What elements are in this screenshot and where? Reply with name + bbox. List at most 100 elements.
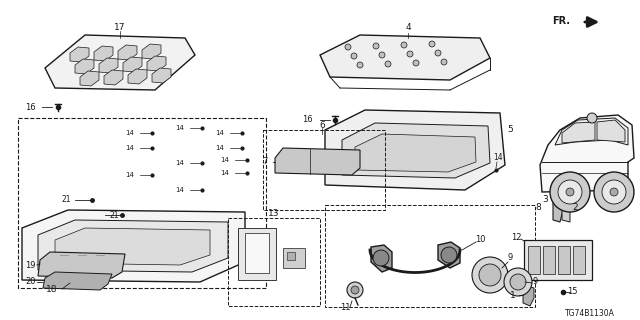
Text: 2: 2 (572, 203, 578, 212)
Circle shape (558, 180, 582, 204)
Text: 14: 14 (216, 145, 225, 151)
Text: 5: 5 (507, 125, 513, 134)
Text: 9: 9 (508, 253, 513, 262)
Polygon shape (70, 47, 89, 62)
Text: 18: 18 (46, 285, 58, 294)
Bar (573, 246, 585, 274)
Text: 14: 14 (493, 154, 503, 163)
Bar (283, 248, 305, 268)
Circle shape (347, 282, 363, 298)
Text: 6: 6 (319, 121, 325, 130)
Circle shape (504, 268, 532, 296)
Text: 20: 20 (25, 277, 35, 286)
Bar (263, 130, 385, 210)
Polygon shape (128, 69, 147, 84)
Circle shape (472, 257, 508, 293)
Polygon shape (22, 210, 245, 282)
Text: 14: 14 (221, 170, 229, 176)
Text: 14: 14 (175, 187, 184, 193)
Circle shape (379, 52, 385, 58)
Polygon shape (320, 35, 490, 80)
Text: 14: 14 (125, 172, 134, 178)
Text: 17: 17 (115, 23, 125, 33)
Circle shape (401, 42, 407, 48)
Circle shape (594, 172, 634, 212)
Polygon shape (123, 57, 142, 72)
Circle shape (385, 61, 391, 67)
Circle shape (441, 247, 457, 263)
Text: 21: 21 (110, 211, 120, 220)
Text: 8: 8 (535, 204, 541, 212)
Polygon shape (523, 286, 534, 306)
Circle shape (429, 41, 435, 47)
Text: 14: 14 (125, 130, 134, 136)
Circle shape (510, 274, 526, 290)
Polygon shape (99, 58, 118, 73)
Polygon shape (325, 110, 505, 190)
Circle shape (435, 50, 441, 56)
Text: 15: 15 (567, 287, 577, 297)
Text: FR.: FR. (552, 16, 570, 26)
Polygon shape (555, 118, 628, 145)
Polygon shape (438, 242, 460, 268)
Circle shape (357, 62, 363, 68)
Text: 13: 13 (268, 209, 280, 218)
Bar (238, 228, 276, 280)
Bar (558, 246, 570, 274)
Circle shape (479, 264, 501, 286)
Text: 14: 14 (175, 125, 184, 131)
Bar (524, 240, 592, 280)
Bar (325, 205, 535, 307)
Text: 16: 16 (25, 102, 35, 111)
Circle shape (345, 44, 351, 50)
Text: 19: 19 (25, 260, 35, 269)
Polygon shape (55, 228, 210, 265)
Bar (528, 246, 540, 274)
Circle shape (602, 180, 626, 204)
Circle shape (441, 59, 447, 65)
Circle shape (373, 43, 379, 49)
Polygon shape (104, 70, 123, 85)
Circle shape (566, 188, 574, 196)
Bar (543, 246, 555, 274)
Text: 14: 14 (221, 157, 229, 163)
Text: 21: 21 (62, 196, 72, 204)
Polygon shape (553, 196, 563, 222)
Text: 7: 7 (262, 157, 268, 166)
Polygon shape (118, 45, 137, 60)
Polygon shape (142, 44, 161, 59)
Circle shape (587, 113, 597, 123)
Polygon shape (147, 56, 166, 71)
Text: 10: 10 (475, 236, 485, 244)
Circle shape (550, 172, 590, 212)
Circle shape (351, 53, 357, 59)
Text: 3: 3 (542, 196, 548, 204)
Bar (245, 233, 269, 273)
Polygon shape (38, 220, 228, 272)
Polygon shape (371, 245, 392, 272)
Text: 12: 12 (511, 233, 521, 242)
Polygon shape (94, 46, 113, 61)
Polygon shape (152, 68, 171, 83)
Polygon shape (38, 252, 125, 278)
Circle shape (610, 188, 618, 196)
Polygon shape (45, 35, 195, 90)
Text: 4: 4 (405, 23, 411, 33)
Text: 14: 14 (175, 160, 184, 166)
Polygon shape (355, 134, 476, 172)
Text: 9: 9 (532, 277, 538, 286)
Polygon shape (540, 115, 634, 192)
Polygon shape (75, 59, 94, 74)
Bar (287, 252, 295, 260)
Polygon shape (275, 148, 360, 175)
Text: 1: 1 (510, 291, 516, 300)
Text: TG74B1130A: TG74B1130A (565, 308, 615, 317)
Polygon shape (562, 122, 595, 143)
Circle shape (373, 250, 389, 266)
Circle shape (413, 60, 419, 66)
Polygon shape (597, 120, 625, 142)
Text: 14: 14 (216, 130, 225, 136)
Circle shape (351, 286, 359, 294)
Text: 14: 14 (125, 145, 134, 151)
Polygon shape (342, 123, 490, 178)
